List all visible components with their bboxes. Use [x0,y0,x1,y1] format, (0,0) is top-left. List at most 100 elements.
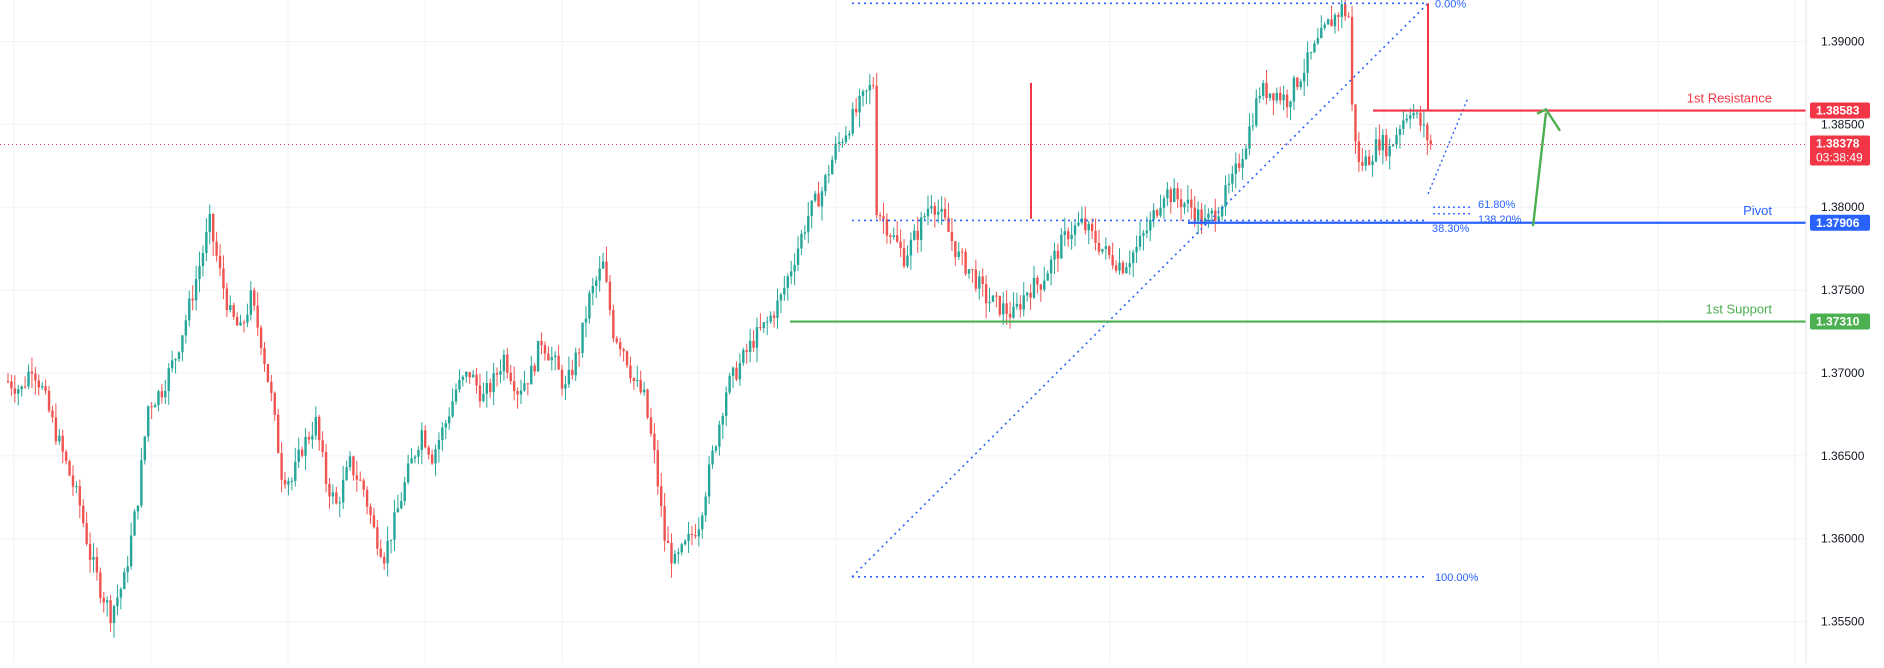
candle-body [1381,135,1385,151]
candle-body [1248,126,1251,149]
fib-label: 138.20% [1478,214,1522,226]
candle-body [878,215,882,217]
candle-body [424,430,427,448]
candle-body [711,450,714,465]
candle-body [820,191,824,207]
price-axis: 1.39000 1.38500 1.38000 1.37500 1.37000 1.365… [1805,0,1870,663]
candle-body [105,600,109,603]
candle-body [1214,210,1217,221]
candle-body [1087,223,1090,231]
candle-body [1330,19,1333,27]
candle-body [417,450,420,457]
candle-body [276,414,280,454]
candle-body [51,410,54,418]
candle-body [714,446,718,451]
countdown-timer: 03:38:49 [1816,151,1863,165]
candle-body [177,352,181,360]
candle-body [232,305,235,317]
candle-body [861,91,865,96]
candle-body [960,251,964,253]
candle-body [393,512,396,540]
candle-body [475,374,478,386]
candle-body [875,85,878,216]
candle-body [1241,159,1244,168]
candle-body [201,253,205,267]
candle-body [1111,255,1114,266]
candle-body [1419,112,1422,126]
candle-body [1173,188,1176,203]
candle-body [1402,120,1405,129]
candle-body [1395,135,1398,145]
candle-body [1152,210,1155,220]
candle-body [123,572,126,590]
candle-body [1296,77,1299,88]
candle-body [499,371,502,375]
candle-body [136,505,140,512]
candle-body [1244,148,1248,160]
candle-body [242,322,246,324]
candle-body [376,527,379,549]
candle-body [205,231,208,254]
candle-body [1279,92,1282,101]
candle-body [1347,16,1350,18]
candle-body [642,389,646,393]
current-price-value: 1.38378 [1816,137,1860,151]
candle-body [249,290,253,315]
projection-arrow-head [1536,107,1562,132]
candle-body [885,219,889,236]
candle-body [23,386,27,388]
resistance-label: 1st Resistance [1687,91,1772,106]
candle-body [844,135,848,143]
candle-body [92,556,95,560]
candle-body [13,388,17,394]
candle-body [126,566,129,573]
candle-body [167,368,170,392]
candle-body [591,286,595,294]
candle-body [557,355,560,370]
candle-body [786,276,789,288]
candle-body [194,279,198,301]
candle-body [509,372,512,382]
candle-body [1258,95,1261,99]
candle-body [721,415,724,425]
candle-body [256,305,259,328]
candle-body [1361,162,1364,166]
fib-label: 61.80% [1478,199,1516,211]
candle-body [222,268,225,289]
price-tick-label: 1.36000 [1821,532,1865,546]
candle-body [1104,246,1108,249]
candle-body [601,261,605,269]
candle-body [198,266,201,280]
candles [6,0,1432,638]
candle-body [1367,156,1371,166]
candle-body [1292,77,1296,102]
candle-body [1125,267,1128,274]
candle-body [188,298,191,321]
candle-body [345,467,348,480]
candle-body [666,540,670,543]
candle-body [803,232,807,234]
candle-body [239,322,242,326]
candle-body [848,133,851,136]
candle-body [1077,222,1080,226]
candle-body [444,423,447,428]
candle-body [680,544,683,553]
candle-body [1378,139,1381,151]
candle-body [512,381,516,392]
candle-body [649,417,653,434]
candle-body [212,214,215,242]
candle-body [772,315,776,318]
candle-body [1320,27,1323,39]
candle-body [554,355,557,358]
candle-body [1046,273,1049,281]
candle-body [328,483,331,497]
candle-body [482,393,485,402]
candle-body [615,338,618,343]
candle-body [523,383,526,391]
candle-body [461,376,465,380]
candle-body [1374,139,1378,162]
candle-body [372,515,376,528]
candle-body [495,373,499,375]
candle-body [129,535,133,567]
candle-body [560,369,564,389]
